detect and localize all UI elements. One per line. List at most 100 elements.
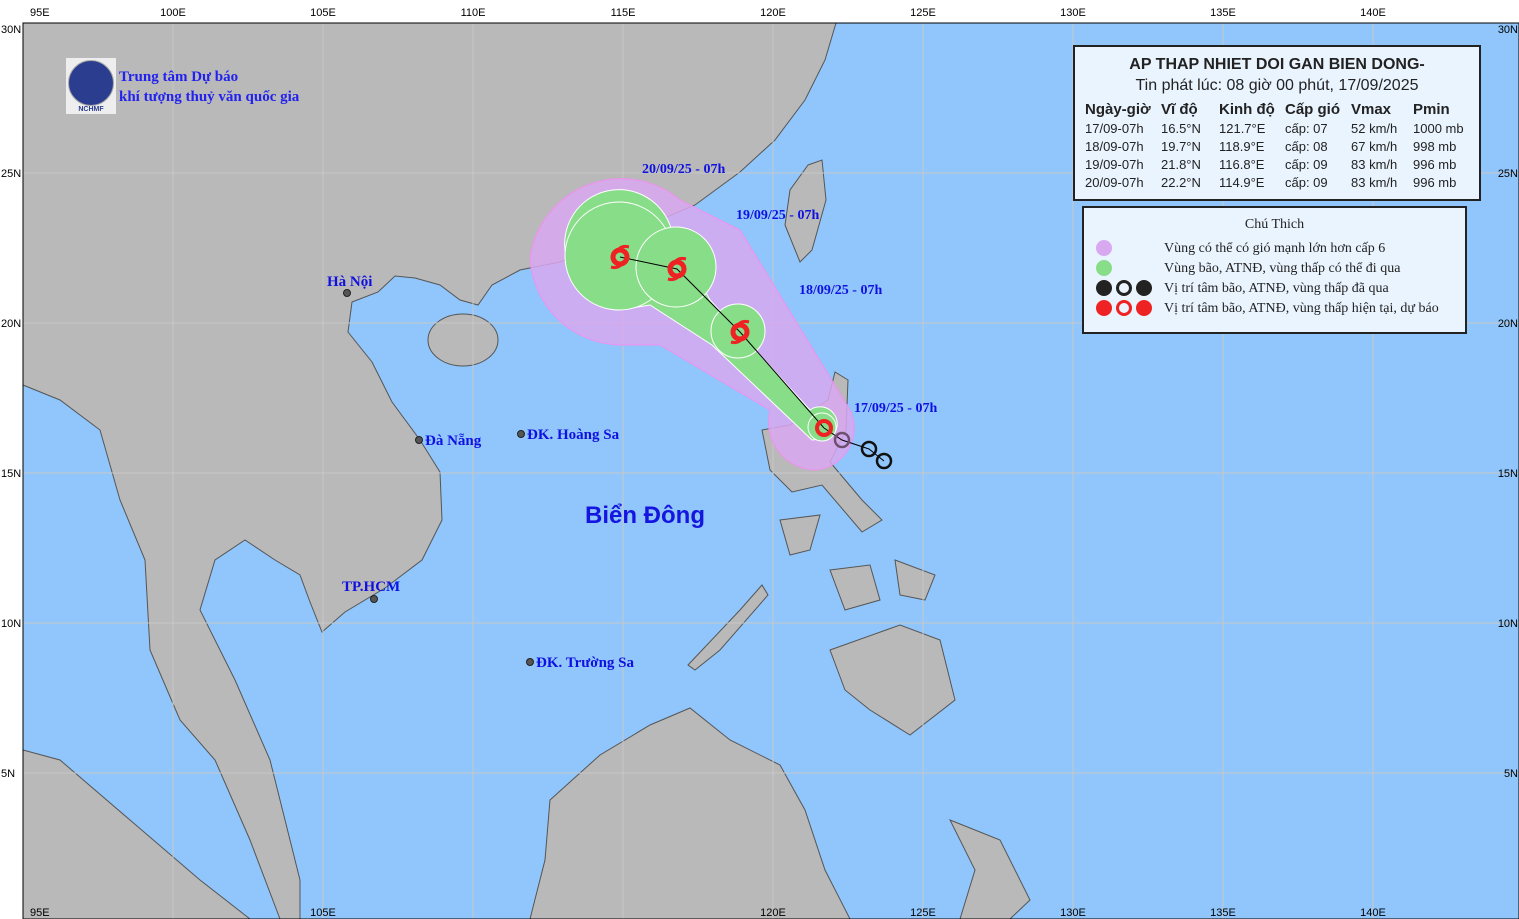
lat-tick-label: 10N xyxy=(1498,618,1518,630)
table-cell: 17/09-07h xyxy=(1085,121,1144,136)
place-marker xyxy=(370,595,378,603)
lat-tick-label: 10N xyxy=(1,618,21,630)
lon-tick-label: 115E xyxy=(611,7,636,19)
table-row: 17/09-07h 16.5°N 121.7°E cấp: 07 52 km/h 1000… xyxy=(1083,120,1473,138)
legend-label: Vị trí tâm bão, ATNĐ, vùng thấp hiện tại… xyxy=(1164,300,1439,316)
logo-text: NCHMF xyxy=(78,106,104,113)
table-cell: cấp: 09 xyxy=(1285,175,1328,190)
column-header: Kinh độ xyxy=(1219,101,1275,118)
typhoon-icon xyxy=(610,244,630,270)
table-cell: 18/09-07h xyxy=(1085,139,1144,154)
lon-tick-label: 135E xyxy=(1210,7,1236,19)
forecast-table: Ngày-giờ Vĩ độ Kinh độ Cấp gió Vmax Pmin 17/09… xyxy=(1083,100,1473,192)
forecast-time-label: 20/09/25 - 07h xyxy=(642,162,725,177)
typhoon-icon xyxy=(730,319,750,345)
lat-tick-label: 5N xyxy=(1,768,15,780)
place-marker xyxy=(526,658,534,666)
lon-tick-label: 105E xyxy=(310,907,336,919)
table-cell: 67 km/h xyxy=(1351,139,1398,154)
lon-tick-label: 125E xyxy=(910,7,936,19)
visayas xyxy=(779,514,936,611)
typhoon-icon xyxy=(1096,300,1112,316)
sea-label: Biển Đông xyxy=(585,502,705,529)
table-cell: 996 mb xyxy=(1413,157,1457,172)
lon-tick-label: 95E xyxy=(30,7,50,19)
lon-tick-label: 105E xyxy=(310,7,336,19)
legend-item-past: Vị trí tâm bão, ATNĐ, vùng thấp đã qua xyxy=(1084,278,1465,298)
circle-icon xyxy=(1116,280,1132,296)
org-line-1: Trung tâm Dự báo xyxy=(119,69,239,85)
lat-tick-label: 20N xyxy=(1498,318,1518,330)
column-header: Cấp gió xyxy=(1285,101,1340,118)
table-cell: 20/09-07h xyxy=(1085,175,1144,190)
circle-icon xyxy=(1116,300,1132,316)
place-marker xyxy=(517,430,525,438)
lon-tick-label: 130E xyxy=(1060,7,1086,19)
legend-label: Vị trí tâm bão, ATNĐ, vùng thấp đã qua xyxy=(1164,280,1389,296)
forecast-time-label: 18/09/25 - 07h xyxy=(799,283,882,298)
forecast-circle xyxy=(635,226,717,308)
table-cell: 19.7°N xyxy=(1161,139,1201,154)
lon-tick-label: 135E xyxy=(1210,907,1236,919)
storm-track: 17/09/25 - 07h 18/09/25 - 07h 19/09/25 - 0… xyxy=(610,162,937,470)
lat-tick-label: 15N xyxy=(1498,468,1518,480)
table-cell: 22.2°N xyxy=(1161,175,1201,190)
legend-item-wind-zone: Vùng có thể có gió mạnh lớn hơn cấp 6 xyxy=(1084,238,1465,258)
info-title: AP THAP NHIET DOI GAN BIEN DONG- xyxy=(1129,56,1425,73)
legend-item-storm-zone: Vùng bão, ATNĐ, vùng thấp có thể đi qua xyxy=(1084,258,1465,278)
organization-name: Trung tâm Dự báo khí tượng thuỷ văn quốc… xyxy=(119,67,299,107)
table-cell: 1000 mb xyxy=(1413,121,1464,136)
hainan xyxy=(427,313,499,367)
issued-time: Tin phát lúc: 08 giờ 00 phút, 17/09/2025 xyxy=(1135,77,1419,94)
place-label: ĐK. Hoàng Sa xyxy=(527,427,620,443)
column-header: Pmin xyxy=(1413,101,1450,118)
column-header: Ngày-giờ xyxy=(1085,101,1151,118)
table-row: 19/09-07h 21.8°N 116.8°E cấp: 09 83 km/h 996 … xyxy=(1083,156,1473,174)
lat-tick-label: 25N xyxy=(1498,168,1518,180)
place-marker xyxy=(343,289,351,297)
lon-tick-label: 100E xyxy=(160,7,186,19)
axis-ticks: 95E 100E 105E 110E 115E 120E 125E 130E 135E 140E 9… xyxy=(1,7,1518,919)
table-cell: 996 mb xyxy=(1413,175,1457,190)
forecast-time-label: 17/09/25 - 07h xyxy=(854,401,937,416)
place-label: Đà Nẵng xyxy=(425,433,482,449)
lat-tick-label: 30N xyxy=(1498,24,1518,36)
table-cell: 19/09-07h xyxy=(1085,157,1144,172)
past-position-icon xyxy=(875,452,893,470)
table-cell: 16.5°N xyxy=(1161,121,1201,136)
lon-tick-label: 140E xyxy=(1360,7,1386,19)
lon-tick-label: 120E xyxy=(760,907,786,919)
current-position-icon xyxy=(815,419,833,437)
legend-label: Vùng bão, ATNĐ, vùng thấp có thể đi qua xyxy=(1164,260,1401,276)
low-pressure-icon xyxy=(1136,300,1152,316)
table-cell: 83 km/h xyxy=(1351,157,1398,172)
legend: Chú Thich Vùng có thể có gió mạnh lớn hơ… xyxy=(1082,206,1467,334)
legend-item-current: Vị trí tâm bão, ATNĐ, vùng thấp hiện tại… xyxy=(1084,298,1465,318)
lon-tick-label: 125E xyxy=(910,907,936,919)
column-header: Vĩ độ xyxy=(1161,101,1198,118)
table-cell: cấp: 09 xyxy=(1285,157,1328,172)
past-track-line xyxy=(823,427,885,462)
land xyxy=(22,22,1031,919)
table-cell: 998 mb xyxy=(1413,139,1457,154)
places: Hà Nội Đà Nẵng ĐK. Hoàng Sa TP.HCM ĐK. Trườn… xyxy=(327,274,635,671)
table-cell: 114.9°E xyxy=(1219,175,1265,190)
table-cell: 121.7°E xyxy=(1219,121,1266,136)
org-line-2: khí tượng thuỷ văn quốc gia xyxy=(119,89,300,105)
table-cell: cấp: 08 xyxy=(1285,139,1328,154)
purple-dot-icon xyxy=(1096,240,1112,256)
lat-tick-label: 15N xyxy=(1,468,21,480)
past-position-icon xyxy=(833,431,851,449)
lon-tick-label: 110E xyxy=(461,7,486,19)
table-cell: 83 km/h xyxy=(1351,175,1398,190)
nchmf-logo: NCHMF xyxy=(66,58,116,114)
typhoon-icon xyxy=(667,256,687,282)
sulawesi xyxy=(948,819,1031,919)
borneo xyxy=(529,707,851,919)
forecast-cone xyxy=(529,178,855,471)
forecast-time-label: 19/09/25 - 07h xyxy=(736,208,819,223)
column-header: Vmax xyxy=(1351,101,1392,118)
lon-tick-label: 120E xyxy=(760,7,786,19)
typhoon-icon xyxy=(1096,280,1112,296)
lon-tick-label: 130E xyxy=(1060,907,1086,919)
